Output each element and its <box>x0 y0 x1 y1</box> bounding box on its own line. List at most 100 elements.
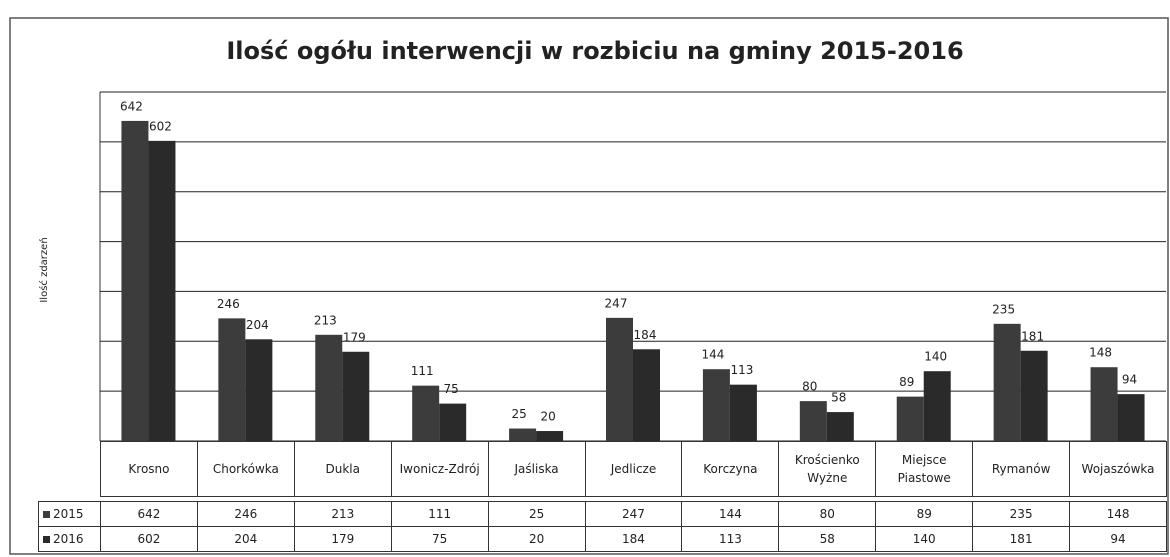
bar <box>218 318 246 441</box>
bar <box>536 431 564 441</box>
value-label: 184 <box>634 328 657 342</box>
bar <box>245 339 273 441</box>
bar <box>993 323 1021 441</box>
cell-text: 246 <box>234 507 258 521</box>
cell-text: Wojaszówka <box>1081 462 1155 476</box>
value-cell: 144 <box>681 501 780 527</box>
value-cell: 89 <box>875 501 974 527</box>
value-cell: 25 <box>487 501 586 527</box>
category-cell: Wojaszówka <box>1069 441 1167 497</box>
bar <box>729 384 757 441</box>
value-cell: 181 <box>972 526 1071 552</box>
category-cell: Krosno <box>100 441 198 497</box>
bar <box>439 403 467 441</box>
cell-text: 89 <box>916 507 932 521</box>
y-axis-label: Ilość zdarzeń <box>38 237 50 302</box>
cell-text: Jaśliska <box>514 462 559 476</box>
value-label: 148 <box>1089 346 1112 360</box>
category-cell: Rymanów <box>972 441 1071 497</box>
value-cell: 246 <box>196 501 295 527</box>
cell-text: 111 <box>428 507 452 521</box>
bar <box>412 385 440 441</box>
value-cell: 235 <box>972 501 1071 527</box>
bar <box>702 369 730 441</box>
cell-text: Jedlicze <box>610 462 657 476</box>
chart-frame <box>9 17 1169 555</box>
cell-text: Rymanów <box>991 462 1051 476</box>
category-cell: Miejsce Piastowe <box>875 441 974 497</box>
cell-text: 113 <box>718 532 742 546</box>
cell-text: 235 <box>1009 507 1033 521</box>
value-cell: 179 <box>293 526 392 552</box>
cell-text: 247 <box>622 507 645 521</box>
value-cell: 75 <box>390 526 489 552</box>
category-cell: Jedlicze <box>584 441 683 497</box>
cell-text: Miejsce Piastowe <box>897 453 951 485</box>
value-cell: 247 <box>584 501 683 527</box>
cell-text: 94 <box>1110 532 1126 546</box>
legend-swatch <box>43 535 50 543</box>
value-label: 80 <box>802 380 817 394</box>
bar <box>342 351 370 441</box>
value-label: 247 <box>605 296 628 310</box>
chart-title: Ilość ogółu interwencji w rozbiciu na gm… <box>226 37 963 65</box>
cell-text: 181 <box>1009 532 1033 546</box>
cell-text: 642 <box>137 507 161 521</box>
value-label: 20 <box>540 410 555 424</box>
value-label: 213 <box>314 313 337 327</box>
legend-cell: 2015 <box>38 501 101 527</box>
cell-text: 213 <box>331 507 355 521</box>
bar <box>923 371 951 441</box>
cell-text: 75 <box>432 532 448 546</box>
value-label: 144 <box>701 348 724 362</box>
value-cell: 80 <box>778 501 877 527</box>
value-label: 58 <box>831 391 846 405</box>
bar <box>1020 350 1048 441</box>
value-cell: 58 <box>778 526 877 552</box>
category-cell: Chorkówka <box>196 441 295 497</box>
value-label: 113 <box>730 363 753 377</box>
bar <box>633 349 660 441</box>
bar <box>826 412 854 441</box>
cell-text: Dukla <box>325 462 360 476</box>
cell-text: 25 <box>528 507 545 521</box>
value-cell: 140 <box>875 526 974 552</box>
bar <box>1090 367 1118 441</box>
cell-text: 184 <box>622 532 645 546</box>
value-label: 204 <box>246 318 269 332</box>
value-cell: 94 <box>1069 526 1167 552</box>
legend-cell: 2016 <box>38 526 101 552</box>
value-label: 235 <box>992 302 1015 316</box>
cell-text: 144 <box>718 507 742 521</box>
value-cell: 602 <box>100 526 198 552</box>
value-label: 94 <box>1122 373 1137 387</box>
value-label: 25 <box>511 407 526 421</box>
value-cell: 111 <box>390 501 489 527</box>
bar <box>121 120 149 441</box>
bar <box>606 317 633 441</box>
category-cell: Dukla <box>293 441 392 497</box>
value-cell: 642 <box>100 501 198 527</box>
value-label: 602 <box>149 119 172 133</box>
value-label: 140 <box>924 350 947 364</box>
bar <box>896 396 924 441</box>
value-cell: 20 <box>487 526 586 552</box>
cell-text: 204 <box>234 532 258 546</box>
bar <box>315 334 343 441</box>
cell-text: 179 <box>331 532 355 546</box>
value-label: 642 <box>120 99 143 113</box>
cell-text: 80 <box>819 507 835 521</box>
category-cell: Iwonicz-Zdrój <box>390 441 489 497</box>
value-label: 75 <box>444 382 459 396</box>
cell-text: 20 <box>528 532 545 546</box>
legend-swatch <box>43 510 50 518</box>
cell-text: Krościenko Wyżne <box>794 453 860 485</box>
legend-label: 2016 <box>53 532 84 546</box>
value-label: 179 <box>343 330 366 344</box>
value-label: 89 <box>899 375 914 389</box>
cell-text: Chorkówka <box>212 462 279 476</box>
cell-text: Korczyna <box>703 462 758 476</box>
value-label: 181 <box>1021 329 1044 343</box>
